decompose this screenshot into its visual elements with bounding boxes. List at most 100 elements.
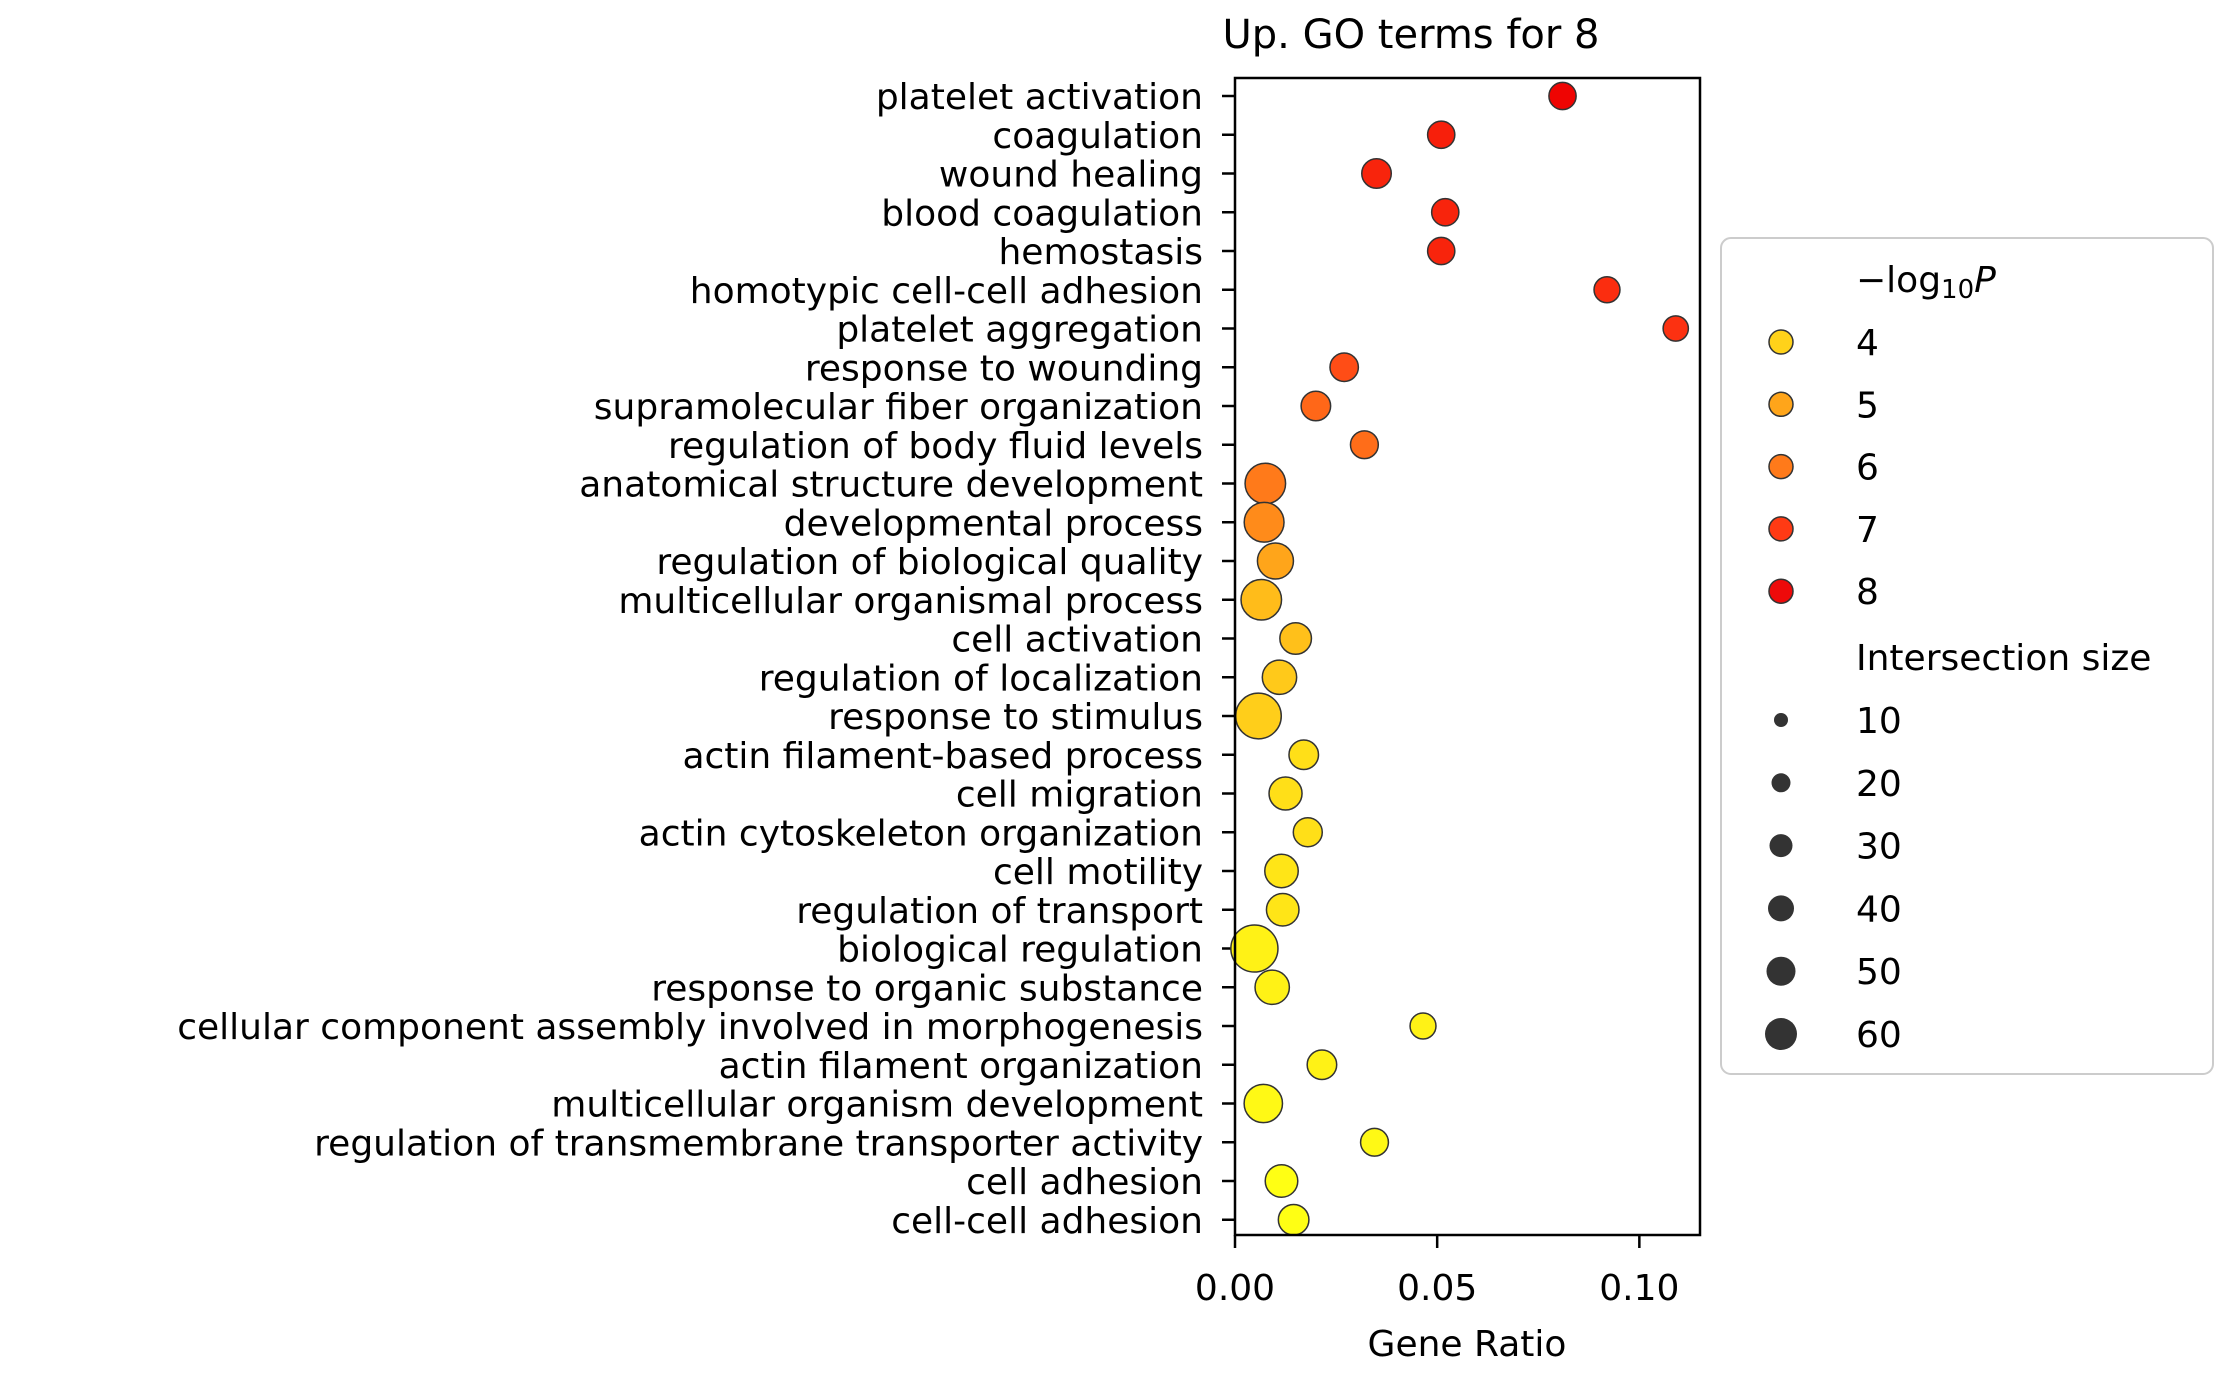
data-point — [1261, 659, 1298, 696]
legend-size-marker — [1771, 773, 1791, 793]
x-axis-label: Gene Ratio — [1368, 1324, 1567, 1365]
legend-size-label: 30 — [1856, 827, 1902, 868]
plot-area-frame — [1233, 76, 1702, 1237]
y-tick-label: wound healing — [939, 155, 1203, 196]
data-point — [1292, 817, 1324, 848]
y-tick-label: regulation of transmembrane transporter … — [314, 1123, 1203, 1164]
y-axis-ticks — [1222, 94, 1235, 1221]
data-point — [1426, 236, 1456, 266]
data-point — [1256, 542, 1295, 580]
data-point — [1361, 157, 1393, 190]
legend-color-label: 6 — [1856, 448, 1879, 489]
legend-size-marker — [1769, 834, 1793, 858]
legend-size-marker — [1774, 713, 1788, 727]
data-point — [1300, 390, 1332, 422]
legend-color-title: −log10P — [1856, 260, 1996, 305]
x-axis-ticks: 0.00 0.05 0.10 — [1195, 1235, 1679, 1309]
y-tick-label: biological regulation — [837, 930, 1203, 971]
data-point — [1409, 1012, 1437, 1040]
y-tick-label: actin cytoskeleton organization — [639, 813, 1203, 854]
y-tick-label: supramolecular fiber organization — [594, 387, 1203, 428]
y-tick-label: regulation of body fluid levels — [668, 426, 1203, 467]
x-tick-label: 0.10 — [1599, 1268, 1679, 1309]
legend-size-label: 20 — [1856, 764, 1902, 805]
data-point — [1265, 892, 1300, 927]
y-tick-label: hemostasis — [998, 232, 1203, 273]
y-tick-label: regulation of localization — [759, 658, 1203, 699]
legend-color-title-main: −log — [1856, 260, 1941, 301]
y-tick-label: platelet aggregation — [836, 310, 1203, 351]
data-point — [1264, 853, 1299, 889]
legend-size-marker — [1768, 895, 1794, 922]
legend-color-entries: 4 5 6 7 8 — [1768, 323, 1879, 613]
data-point — [1306, 1049, 1338, 1081]
data-point — [1244, 462, 1287, 505]
data-point — [1234, 692, 1283, 740]
legend-size-title: Intersection size — [1856, 638, 2151, 679]
legend-color-marker — [1768, 329, 1794, 355]
legend-color-label: 4 — [1856, 323, 1879, 364]
y-tick-label: actin filament-based process — [682, 736, 1203, 777]
data-point — [1548, 81, 1577, 111]
legend-color-marker — [1768, 453, 1794, 480]
legend-box — [1720, 237, 2214, 1075]
y-tick-label: response to organic substance — [651, 968, 1203, 1009]
legend-color-marker — [1768, 578, 1794, 604]
legend-size-label: 10 — [1856, 701, 1902, 742]
data-point — [1662, 315, 1690, 342]
data-point — [1243, 1083, 1284, 1124]
legend-color-label: 8 — [1856, 572, 1879, 613]
data-point — [1426, 120, 1456, 150]
y-tick-label: anatomical structure development — [579, 465, 1203, 506]
data-point — [1277, 1203, 1310, 1236]
y-tick-label: multicellular organism development — [551, 1085, 1203, 1126]
data-point — [1254, 969, 1291, 1006]
data-point — [1359, 1127, 1390, 1157]
y-tick-label: cell-cell adhesion — [891, 1201, 1203, 1242]
y-tick-label: homotypic cell-cell adhesion — [690, 271, 1203, 312]
y-tick-label: response to stimulus — [828, 697, 1203, 738]
data-point — [1264, 1163, 1299, 1199]
y-tick-label: response to wounding — [805, 348, 1203, 389]
y-tick-label: cell motility — [993, 852, 1203, 893]
legend-size-entries: 10 20 30 40 50 60 — [1765, 701, 1902, 1056]
x-tick-label: 0.00 — [1195, 1268, 1275, 1309]
data-point — [1288, 739, 1320, 771]
legend-size-label: 50 — [1856, 952, 1902, 993]
data-point — [1268, 776, 1303, 811]
legend-size-marker — [1765, 1018, 1797, 1050]
data-points — [1230, 81, 1690, 1236]
data-point — [1329, 352, 1360, 383]
y-tick-label: multicellular organismal process — [618, 581, 1203, 622]
y-tick-label: coagulation — [992, 116, 1203, 157]
legend-size-label: 60 — [1856, 1015, 1902, 1056]
legend-color-title-sub: 10 — [1941, 275, 1974, 305]
legend-color-label: 7 — [1856, 510, 1879, 551]
y-tick-label: actin filament organization — [719, 1046, 1203, 1087]
data-point — [1240, 578, 1283, 621]
data-point — [1230, 924, 1279, 973]
y-tick-label: cell activation — [951, 620, 1203, 661]
y-tick-label: blood coagulation — [881, 193, 1203, 234]
data-point — [1430, 197, 1460, 227]
data-point — [1243, 501, 1285, 543]
legend-color-title-var: P — [1974, 260, 1996, 301]
y-tick-label: cellular component assembly involved in … — [177, 1007, 1203, 1048]
y-tick-label: developmental process — [784, 503, 1203, 544]
y-tick-label: regulation of biological quality — [656, 542, 1203, 583]
legend-color-label: 5 — [1856, 385, 1879, 426]
legend-size-label: 40 — [1856, 889, 1902, 930]
legend-color-marker — [1768, 516, 1794, 542]
legend-size-marker — [1766, 956, 1796, 986]
data-point — [1593, 276, 1621, 304]
y-tick-label: cell migration — [956, 775, 1203, 816]
y-tick-label: platelet activation — [876, 77, 1203, 118]
data-point — [1349, 430, 1380, 460]
y-tick-label: cell adhesion — [966, 1162, 1203, 1203]
legend-color-marker — [1768, 391, 1794, 418]
chart-title: Up. GO terms for 8 — [1222, 12, 1599, 58]
data-point — [1279, 621, 1313, 656]
